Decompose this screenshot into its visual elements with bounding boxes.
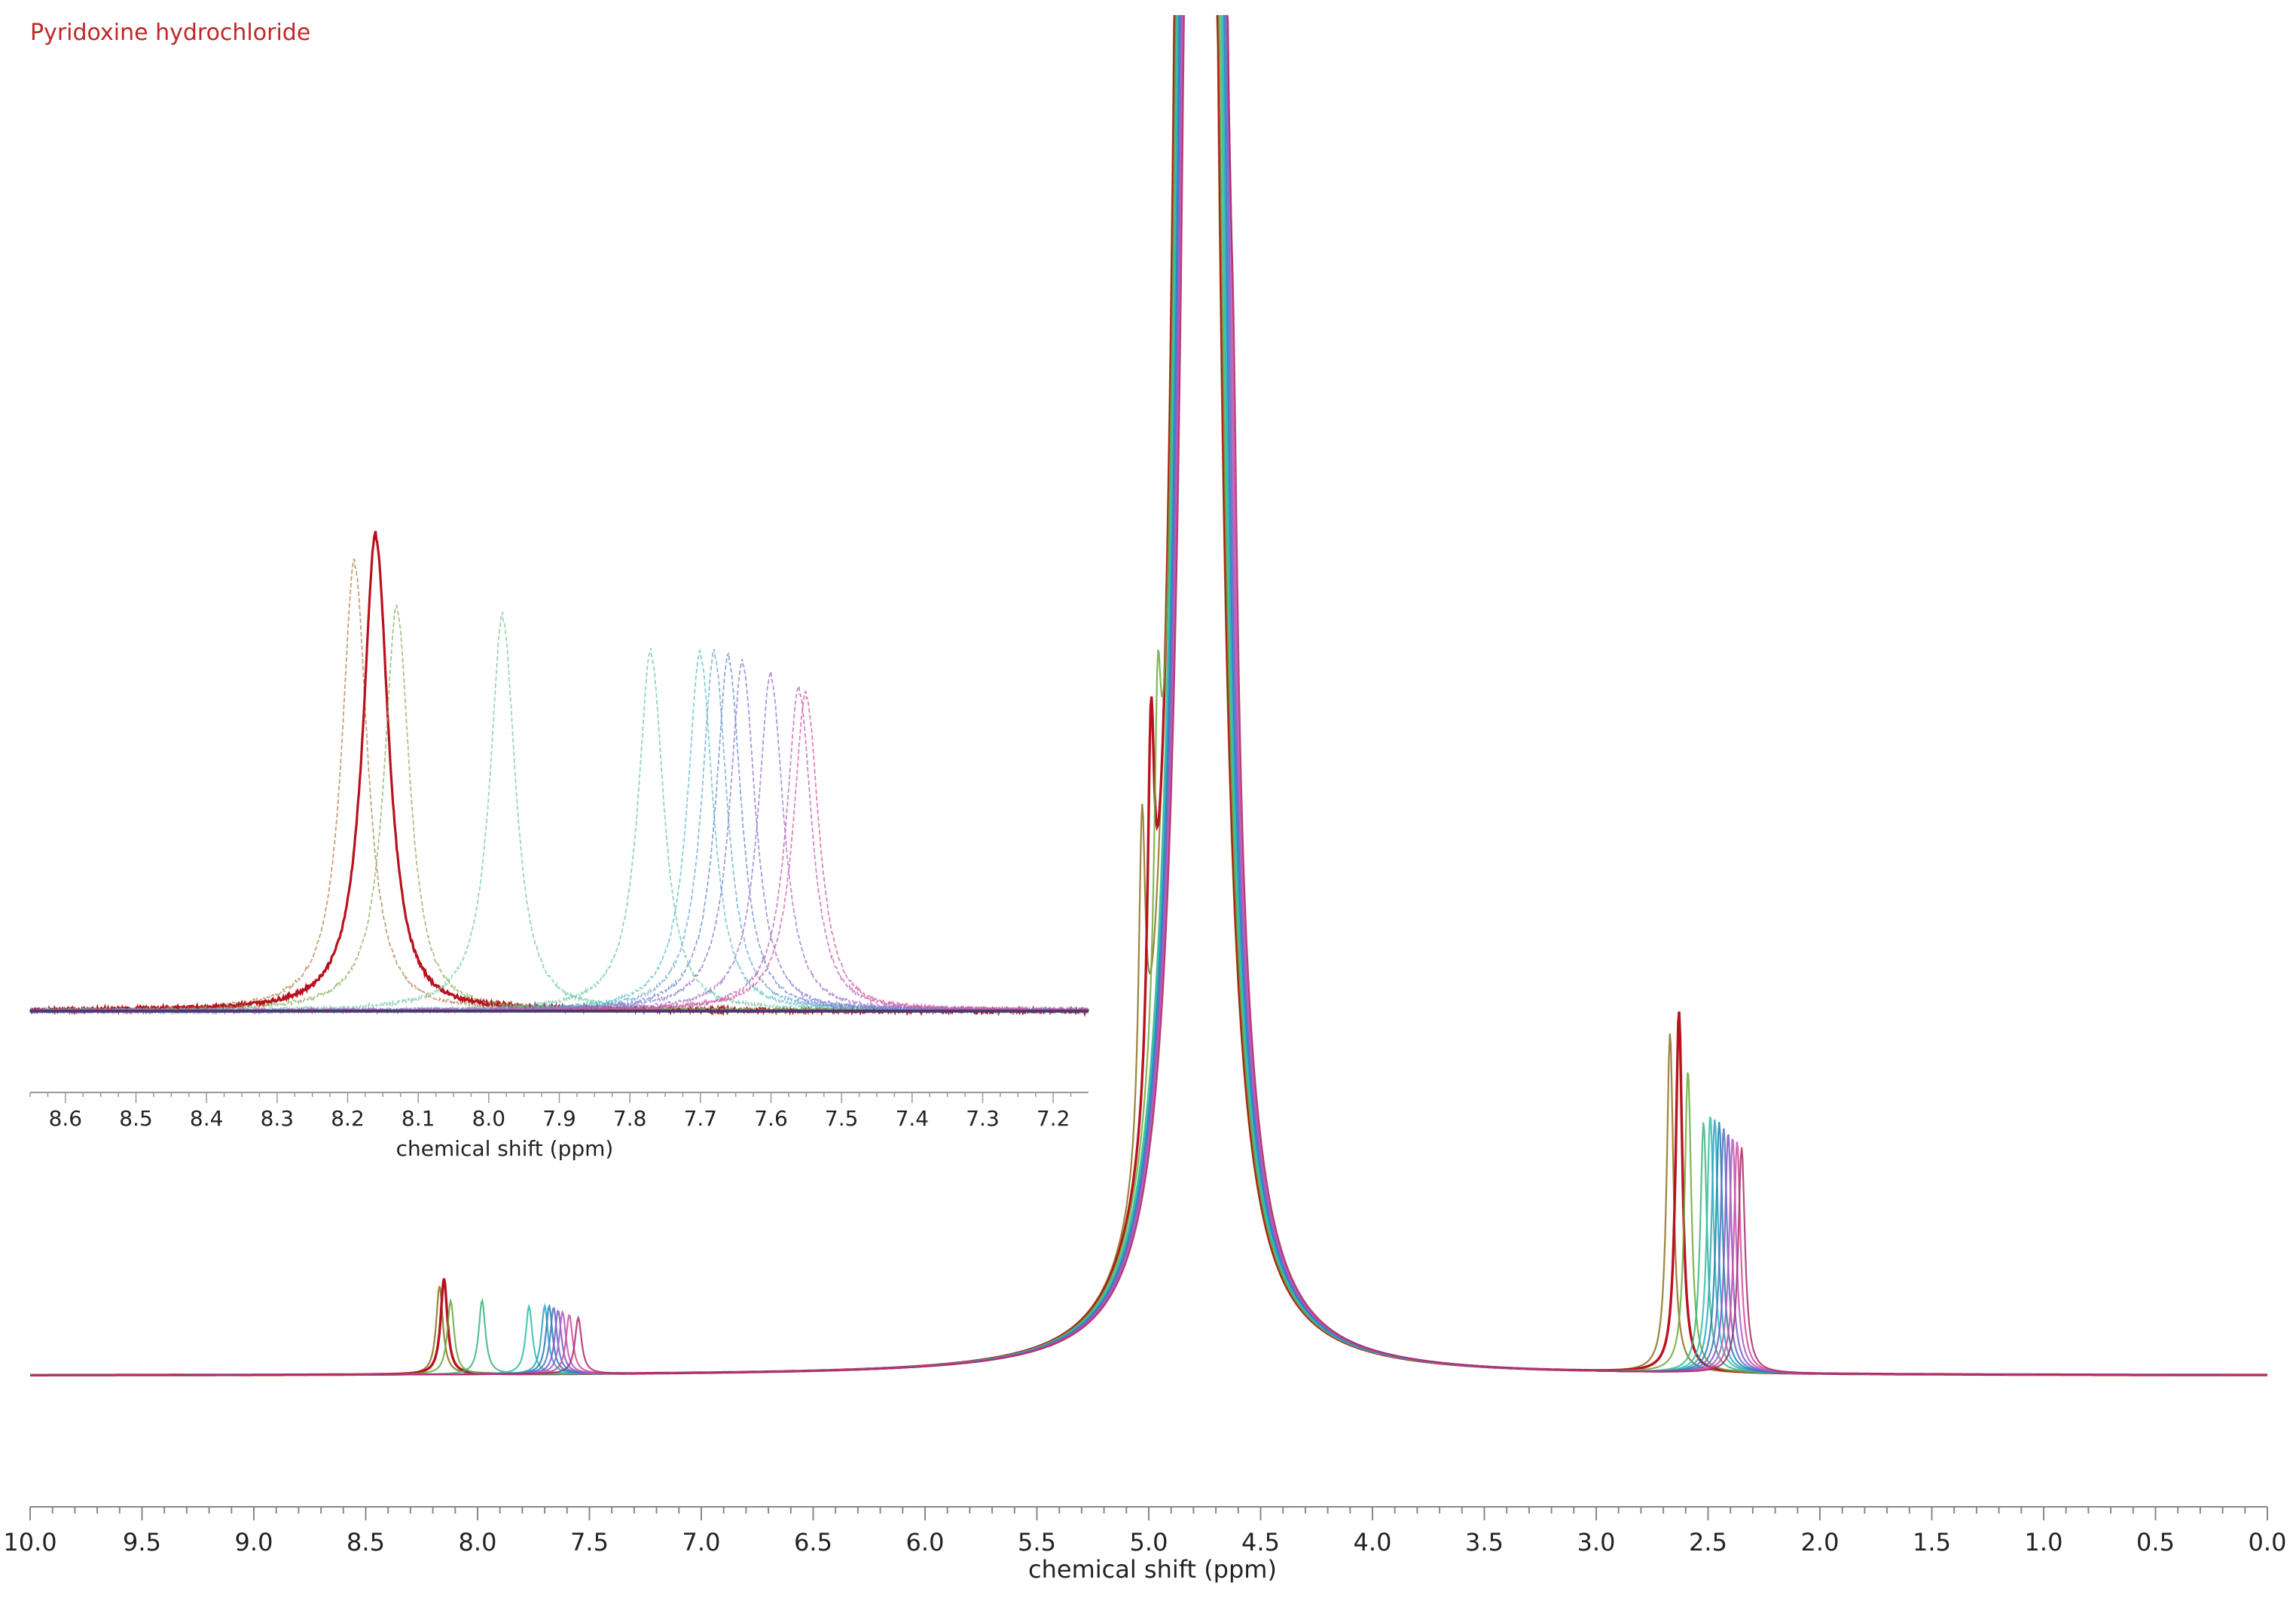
inset-x-tick-label: 8.4 bbox=[190, 1106, 224, 1131]
main-x-tick-label: 3.5 bbox=[1465, 1528, 1504, 1557]
inset-series-10-line bbox=[29, 671, 1089, 1016]
inset-series-4-line bbox=[29, 612, 1089, 1015]
main-x-tick-label: 8.0 bbox=[459, 1528, 497, 1557]
inset-x-axis-title: chemical shift (ppm) bbox=[396, 1136, 614, 1161]
inset-x-tick-label: 8.0 bbox=[472, 1106, 506, 1131]
main-x-tick-label: 1.5 bbox=[1913, 1528, 1951, 1557]
inset-x-tick-label: 8.6 bbox=[49, 1106, 83, 1131]
inset-series-12-line bbox=[29, 690, 1089, 1016]
inset-series-6-line bbox=[29, 648, 1089, 1016]
main-x-axis-title: chemical shift (ppm) bbox=[1028, 1555, 1277, 1584]
main-x-tick-label: 4.0 bbox=[1354, 1528, 1392, 1557]
inset-x-tick-label: 7.2 bbox=[1037, 1106, 1070, 1131]
inset-x-tick-label: 7.9 bbox=[542, 1106, 576, 1131]
main-x-tick-label: 9.0 bbox=[235, 1528, 273, 1557]
inset-series-9-line bbox=[29, 658, 1089, 1016]
main-x-tick-label: 7.0 bbox=[682, 1528, 721, 1557]
inset-x-tick-label: 7.5 bbox=[825, 1106, 859, 1131]
inset-x-axis: 8.6 8.5 8.4 8.3 8.2 8.1 8.0 7.9 7.8 7.7 7.6 7.5 7.4 7… bbox=[29, 1092, 1088, 1131]
inset-x-tick-label: 7.8 bbox=[613, 1106, 647, 1131]
inset-series-1-line bbox=[29, 558, 1089, 1016]
main-series-12-line bbox=[30, 15, 2267, 1376]
main-spectrum-plot bbox=[30, 15, 2267, 1376]
inset-series-2-line bbox=[29, 530, 1090, 1018]
inset-x-tick-label: 7.6 bbox=[754, 1106, 788, 1131]
main-x-tick-label: 10.0 bbox=[3, 1528, 56, 1557]
main-x-tick-label: 7.5 bbox=[570, 1528, 609, 1557]
main-x-tick-label: 5.0 bbox=[1130, 1528, 1168, 1557]
main-x-tick-label: 4.5 bbox=[1241, 1528, 1280, 1557]
inset-x-tick-label: 7.7 bbox=[684, 1106, 718, 1131]
inset-x-tick-label: 8.1 bbox=[401, 1106, 435, 1131]
inset-series-5-line bbox=[29, 648, 1089, 1015]
main-x-tick-label: 9.5 bbox=[123, 1528, 161, 1557]
chart-title: Pyridoxine hydrochloride bbox=[30, 20, 311, 46]
inset-spectrum-plot bbox=[29, 530, 1090, 1018]
inset-x-tick-label: 7.3 bbox=[966, 1106, 1000, 1131]
inset-series-8-line bbox=[29, 652, 1088, 1016]
inset-x-tick-label: 8.5 bbox=[119, 1106, 153, 1131]
main-x-tick-label: 3.0 bbox=[1577, 1528, 1616, 1557]
main-x-axis: 10.0 9.5 9.0 8.5 8.0 7.5 7.0 6.5 6.0 5.5 5.0 4.5 4.0… bbox=[3, 1506, 2287, 1557]
main-x-tick-label: 1.0 bbox=[2025, 1528, 2063, 1557]
main-x-tick-label: 2.5 bbox=[1689, 1528, 1727, 1557]
main-x-tick-label: 0.5 bbox=[2136, 1528, 2175, 1557]
inset-series-3-line bbox=[29, 603, 1089, 1016]
main-x-tick-label: 6.0 bbox=[906, 1528, 945, 1557]
main-x-tick-label: 8.5 bbox=[347, 1528, 385, 1557]
inset-x-tick-label: 8.3 bbox=[261, 1106, 295, 1131]
main-x-tick-label: 5.5 bbox=[1018, 1528, 1056, 1557]
inset-series-11-line bbox=[29, 686, 1089, 1016]
inset-x-tick-label: 8.2 bbox=[331, 1106, 365, 1131]
main-x-tick-label: 6.5 bbox=[794, 1528, 832, 1557]
main-x-tick-label: 2.0 bbox=[1801, 1528, 1840, 1557]
inset-series-7-line bbox=[29, 649, 1089, 1016]
inset-x-tick-label: 7.4 bbox=[896, 1106, 930, 1131]
main-x-tick-label: 0.0 bbox=[2249, 1528, 2287, 1557]
